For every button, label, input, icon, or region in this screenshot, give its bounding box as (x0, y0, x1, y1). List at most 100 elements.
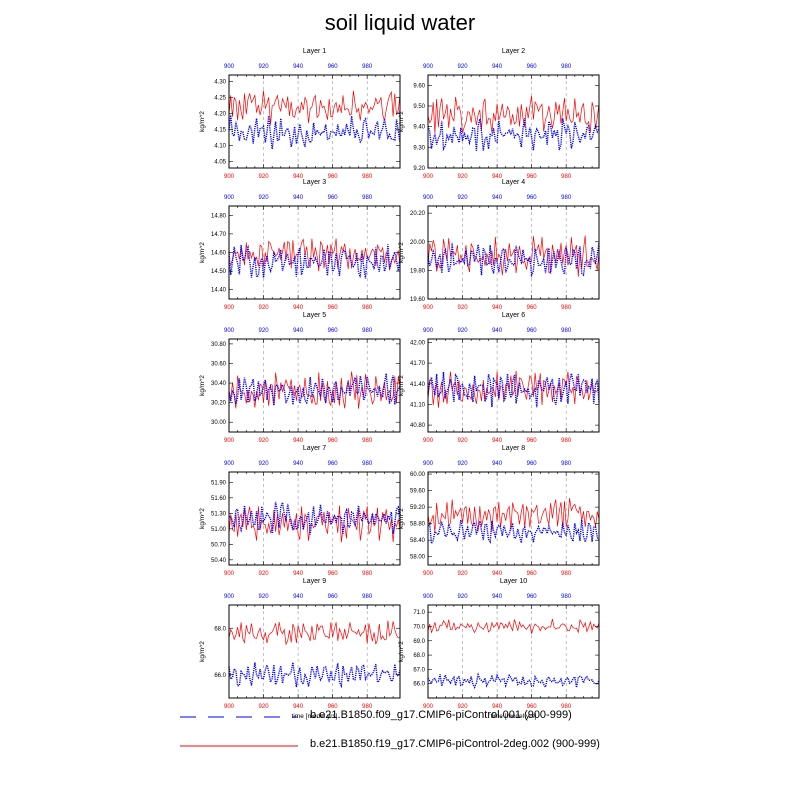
x-tick-label-top: 900 (224, 594, 235, 600)
y-tick-label: 50.70 (211, 542, 227, 548)
x-tick-label-top: 960 (527, 64, 538, 70)
x-tick-label-bottom: 960 (527, 174, 538, 180)
panel-title: Layer 10 (500, 578, 527, 585)
x-tick-label-bottom: 900 (224, 305, 235, 311)
series-line-red (228, 371, 401, 409)
y-tick-label: 69.0 (413, 639, 425, 645)
x-tick-label-top: 960 (527, 195, 538, 201)
y-tick-label: 4.20 (214, 111, 226, 117)
series-line-red (427, 370, 600, 408)
series-line-blue (427, 371, 600, 408)
y-tick-label: 67.0 (413, 667, 425, 673)
y-tick-label: 14.50 (211, 269, 227, 275)
x-tick-label-top: 920 (259, 328, 270, 334)
x-tick-label-bottom: 960 (527, 305, 538, 311)
x-tick-label-top: 980 (362, 594, 373, 600)
x-tick-label-top: 920 (259, 594, 270, 600)
y-tick-label: 68.0 (214, 626, 226, 632)
x-tick-label-bottom: 980 (362, 305, 373, 311)
x-tick-label-bottom: 900 (224, 174, 235, 180)
x-tick-label-bottom: 920 (458, 174, 469, 180)
series-line-red (228, 90, 401, 125)
x-tick-label-bottom: 940 (293, 305, 304, 311)
y-axis-label: kg/m^2 (199, 111, 206, 132)
x-tick-label-top: 960 (328, 594, 339, 600)
x-tick-label-top: 940 (492, 328, 503, 334)
x-tick-label-bottom: 960 (527, 704, 538, 710)
x-tick-label-bottom: 940 (492, 704, 503, 710)
panel-6 (427, 338, 600, 433)
x-tick-label-bottom: 900 (423, 571, 434, 577)
y-tick-label: 20.00 (410, 240, 426, 246)
x-tick-label-top: 940 (293, 461, 304, 467)
y-tick-label: 59.20 (410, 505, 426, 511)
x-tick-label-bottom: 920 (458, 305, 469, 311)
y-tick-label: 4.30 (214, 79, 226, 85)
x-tick-label-bottom: 980 (362, 704, 373, 710)
x-tick-label-bottom: 980 (362, 438, 373, 444)
plot-frame (427, 205, 600, 300)
series-line-blue (427, 672, 600, 690)
x-tick-label-bottom: 920 (259, 704, 270, 710)
panel-4 (427, 205, 600, 300)
x-tick-label-top: 920 (259, 64, 270, 70)
x-tick-label-top: 960 (527, 461, 538, 467)
x-tick-label-bottom: 980 (561, 438, 572, 444)
x-tick-label-top: 940 (293, 594, 304, 600)
legend-label-blue: b.e21.B1850.f09_g17.CMIP6-piControl.001 … (310, 709, 572, 721)
y-tick-label: 40.80 (410, 423, 426, 429)
series-line-blue (427, 118, 600, 152)
y-tick-label: 4.05 (214, 160, 226, 166)
x-tick-label-top: 980 (561, 195, 572, 201)
x-tick-label-top: 980 (362, 195, 373, 201)
x-tick-label-bottom: 960 (328, 704, 339, 710)
x-tick-label-bottom: 940 (293, 704, 304, 710)
x-tick-label-bottom: 920 (458, 571, 469, 577)
x-tick-label-bottom: 900 (224, 438, 235, 444)
y-tick-label: 60.00 (410, 472, 426, 478)
y-tick-label: 66.0 (413, 682, 425, 688)
y-tick-label: 50.40 (211, 558, 227, 564)
y-tick-label: 19.80 (410, 268, 426, 274)
y-tick-label: 30.60 (211, 361, 227, 367)
series-line-blue (427, 519, 600, 546)
series-line-blue (228, 244, 401, 279)
x-tick-label-bottom: 960 (328, 571, 339, 577)
x-tick-label-bottom: 920 (259, 305, 270, 311)
x-tick-label-bottom: 900 (423, 438, 434, 444)
panel-title: Layer 4 (502, 179, 525, 186)
x-axis-label: time [model yrs] (292, 713, 338, 720)
y-tick-label: 14.60 (211, 251, 227, 257)
y-tick-label: 9.50 (413, 104, 425, 110)
x-tick-label-top: 920 (458, 461, 469, 467)
panel-title: Layer 7 (303, 445, 326, 452)
x-tick-label-top: 900 (224, 328, 235, 334)
y-tick-label: 58.00 (410, 555, 426, 561)
x-tick-label-bottom: 980 (362, 571, 373, 577)
y-tick-label: 9.20 (413, 166, 425, 172)
x-tick-label-top: 920 (458, 328, 469, 334)
x-tick-label-top: 960 (328, 195, 339, 201)
chart-title: soil liquid water (324, 10, 476, 35)
y-tick-label: 41.10 (410, 402, 426, 408)
x-tick-label-top: 980 (561, 461, 572, 467)
series-line-red (427, 235, 600, 277)
x-tick-label-bottom: 900 (423, 174, 434, 180)
x-tick-label-top: 900 (224, 461, 235, 467)
series-line-blue (228, 501, 401, 535)
x-tick-label-bottom: 900 (423, 704, 434, 710)
plot-frame (228, 74, 401, 169)
plot-frame (228, 338, 401, 433)
x-tick-label-bottom: 920 (458, 438, 469, 444)
plot-frame (228, 471, 401, 566)
x-tick-label-top: 900 (423, 461, 434, 467)
x-tick-label-top: 940 (293, 64, 304, 70)
x-tick-label-top: 940 (492, 64, 503, 70)
x-tick-label-top: 980 (362, 328, 373, 334)
panel-9 (228, 604, 401, 699)
series-line-red (228, 505, 401, 543)
y-tick-label: 41.40 (410, 382, 426, 388)
x-tick-label-top: 960 (527, 328, 538, 334)
x-tick-label-top: 900 (224, 64, 235, 70)
x-tick-label-top: 900 (423, 594, 434, 600)
